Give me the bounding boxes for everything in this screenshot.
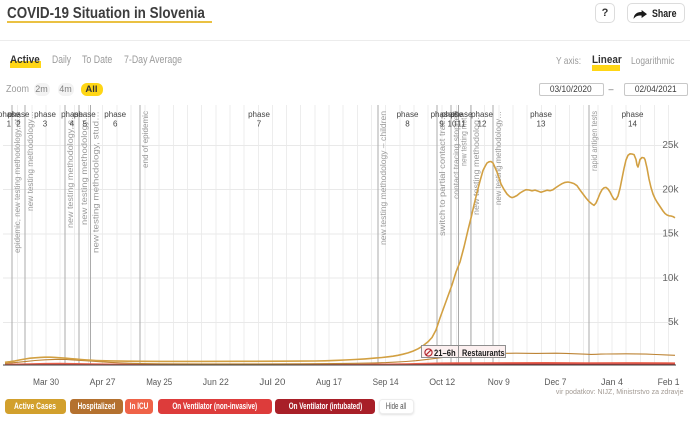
svg-text:14: 14 xyxy=(628,120,637,129)
svg-text:switch to partial contact trac: switch to partial contact trac… xyxy=(438,111,447,236)
svg-text:new testing methodology, s…: new testing methodology, s… xyxy=(66,111,75,228)
svg-text:25k: 25k xyxy=(662,140,679,151)
svg-text:8: 8 xyxy=(405,120,410,129)
svg-text:2: 2 xyxy=(16,120,21,129)
svg-text:Dec 7: Dec 7 xyxy=(544,377,566,387)
svg-text:Mar 30: Mar 30 xyxy=(33,377,59,387)
svg-text:new testing methodology, stud…: new testing methodology, stud… xyxy=(92,111,101,253)
svg-text:phase: phase xyxy=(8,110,30,119)
svg-text:phase: phase xyxy=(431,110,453,119)
svg-text:5k: 5k xyxy=(668,317,680,328)
svg-text:4: 4 xyxy=(70,120,75,129)
svg-text:phase: phase xyxy=(441,110,463,119)
svg-text:5: 5 xyxy=(83,120,88,129)
svg-text:contact tracing stopped: contact tracing stopped xyxy=(452,111,461,199)
svg-text:Apr 27: Apr 27 xyxy=(90,377,116,387)
svg-text:10: 10 xyxy=(448,120,457,129)
svg-text:Nov 9: Nov 9 xyxy=(488,377,510,387)
svg-text:vir podatkov: NIJZ, Ministrstv: vir podatkov: NIJZ, Ministrstvo za zdrav… xyxy=(556,389,684,396)
svg-text:new testing met…: new testing met… xyxy=(460,111,469,166)
svg-text:phase: phase xyxy=(397,110,419,119)
svg-text:phase: phase xyxy=(34,110,56,119)
svg-text:Sep 14: Sep 14 xyxy=(373,377,399,387)
svg-text:phase: phase xyxy=(0,110,20,119)
svg-text:end of epidemic: end of epidemic xyxy=(141,111,150,168)
svg-text:new testing methodolog…: new testing methodolog… xyxy=(472,111,481,215)
svg-text:6: 6 xyxy=(113,120,118,129)
svg-text:new testing methodology…: new testing methodology… xyxy=(494,111,503,205)
svg-text:Feb 1: Feb 1 xyxy=(658,377,680,387)
svg-text:May 25: May 25 xyxy=(146,377,172,387)
svg-text:phase: phase xyxy=(530,110,552,119)
svg-text:Aug 17: Aug 17 xyxy=(316,377,342,387)
svg-text:7: 7 xyxy=(257,120,262,129)
svg-text:new testing methodology…: new testing methodology… xyxy=(26,111,35,211)
svg-text:20k: 20k xyxy=(662,184,679,195)
svg-text:phase: phase xyxy=(104,110,126,119)
svg-text:phase: phase xyxy=(471,110,493,119)
svg-text:rapid antigen tests: rapid antigen tests xyxy=(590,111,599,171)
svg-text:3: 3 xyxy=(43,120,48,129)
svg-text:1: 1 xyxy=(7,120,12,129)
svg-text:12: 12 xyxy=(478,120,487,129)
svg-text:new testing methodology…: new testing methodology… xyxy=(80,111,89,225)
svg-text:epidemic, new testing methodol: epidemic, new testing methodology, st… xyxy=(13,111,22,253)
svg-text:9: 9 xyxy=(439,120,444,129)
svg-text:15k: 15k xyxy=(662,229,679,240)
svg-text:Oct 12: Oct 12 xyxy=(429,377,455,387)
svg-text:phase: phase xyxy=(451,110,473,119)
svg-text:Jun 22: Jun 22 xyxy=(203,377,229,387)
svg-text:13: 13 xyxy=(537,120,546,129)
svg-text:Jul 20: Jul 20 xyxy=(259,377,285,387)
svg-text:phase: phase xyxy=(248,110,270,119)
svg-text:Jan 4: Jan 4 xyxy=(601,377,623,387)
svg-text:phase: phase xyxy=(622,110,644,119)
svg-text:new testing methodology – chil: new testing methodology – children xyxy=(379,111,388,245)
svg-text:10k: 10k xyxy=(662,273,679,284)
svg-text:phase: phase xyxy=(74,110,96,119)
svg-text:phase: phase xyxy=(61,110,83,119)
svg-text:11: 11 xyxy=(457,120,466,129)
